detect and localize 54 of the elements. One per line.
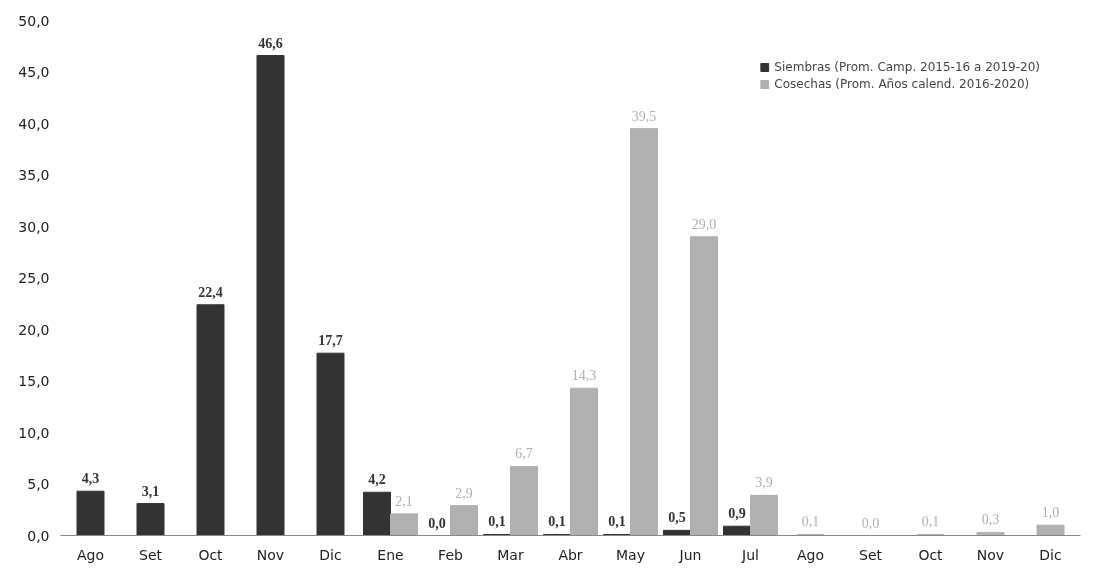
- x-tick-label: Mar: [497, 546, 524, 563]
- data-label: 1,0: [1041, 505, 1060, 521]
- y-tick-label: 30,0: [18, 218, 50, 235]
- x-tick-label: Dic: [1039, 546, 1062, 563]
- data-label: 39,5: [631, 108, 657, 124]
- x-tick-label: Dic: [319, 546, 342, 563]
- data-label: 3,1: [141, 483, 160, 499]
- data-label: 14,3: [571, 368, 597, 384]
- x-tick-label: Oct: [198, 546, 224, 563]
- data-label: 0,0: [428, 515, 446, 531]
- data-label: 0,1: [548, 514, 566, 530]
- x-tick-label: Nov: [976, 546, 1005, 563]
- y-tick-label: 50,0: [18, 12, 50, 29]
- data-label: 6,7: [515, 446, 533, 462]
- y-tick-label: 35,0: [18, 167, 50, 183]
- y-tick-label: 0,0: [27, 527, 50, 544]
- data-label: 2,1: [395, 493, 413, 509]
- data-label: 0,1: [801, 514, 820, 530]
- data-label: 0,1: [921, 514, 940, 530]
- data-label: 22,4: [198, 284, 223, 300]
- data-label: 4,2: [368, 472, 386, 488]
- data-label: 2,9: [455, 485, 473, 501]
- x-tick-label: Ene: [377, 546, 404, 563]
- y-tick-label: 15,0: [18, 373, 50, 389]
- x-tick-label: Oct: [918, 546, 944, 563]
- data-label: 46,6: [258, 35, 283, 51]
- x-tick-label: Set: [859, 546, 883, 563]
- y-tick-label: 20,0: [18, 321, 50, 338]
- data-label: 3,9: [755, 475, 773, 491]
- x-tick-label: Ago: [76, 546, 105, 563]
- y-tick-label: 40,0: [18, 115, 50, 132]
- y-tick-label: 25,0: [18, 270, 50, 286]
- y-tick-label: 45,0: [18, 64, 50, 80]
- x-tick-label: Jul: [741, 546, 759, 563]
- data-label: 0,5: [668, 510, 686, 526]
- data-label: 17,7: [318, 333, 343, 349]
- data-label: 0,9: [728, 506, 746, 522]
- y-tick-label: 10,0: [18, 424, 50, 441]
- legend-label: Cosechas (Prom. Años calend. 2016-2020): [774, 77, 1030, 91]
- data-label: 0,1: [608, 514, 626, 530]
- x-tick-label: May: [616, 546, 645, 563]
- data-label: 4,3: [81, 471, 100, 487]
- legend-label: Siembras (Prom. Camp. 2015-16 a 2019-20): [774, 60, 1040, 74]
- data-label: 0,0: [861, 515, 880, 531]
- data-label: 0,3: [981, 512, 1000, 528]
- x-tick-label: Feb: [438, 546, 464, 563]
- x-tick-label: Abr: [558, 546, 583, 563]
- y-tick-label: 5,0: [27, 476, 50, 492]
- data-label: 0,1: [488, 514, 506, 530]
- x-tick-label: Jun: [678, 546, 702, 563]
- data-label: 29,0: [691, 216, 717, 232]
- x-tick-label: Nov: [256, 546, 285, 563]
- x-tick-label: Ago: [796, 546, 825, 563]
- x-tick-label: Set: [139, 546, 163, 563]
